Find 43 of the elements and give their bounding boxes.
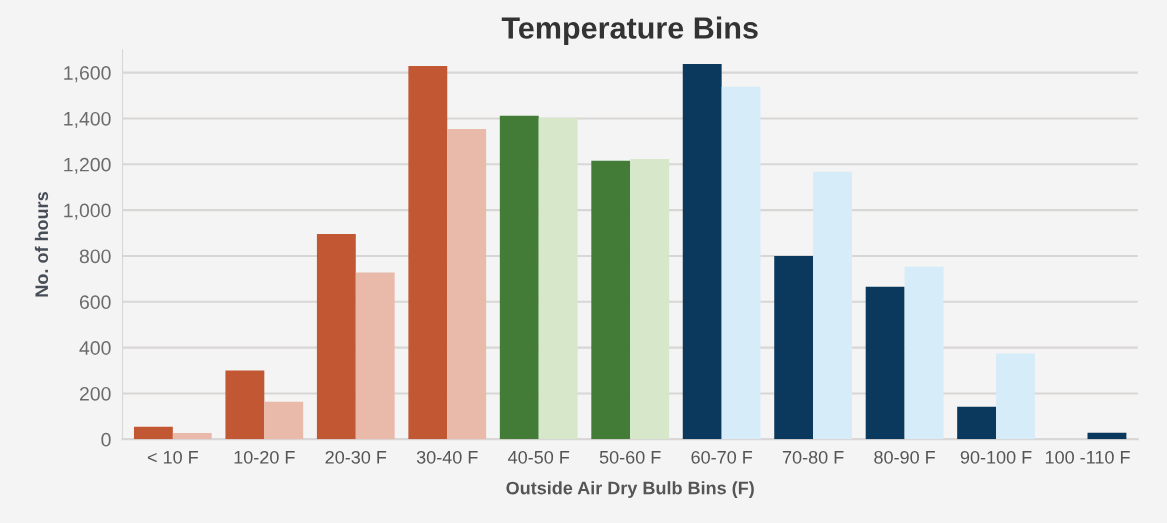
y-tick-label: 1,200 [64, 157, 111, 174]
chart-title: Temperature Bins [501, 16, 758, 45]
y-tick-label: 600 [79, 295, 111, 310]
y-tick-label: 200 [79, 386, 111, 401]
bar [630, 159, 670, 440]
bar [499, 115, 539, 440]
y-tick-label: 1,600 [64, 66, 111, 83]
x-tick-label: 50-60 F [599, 450, 661, 464]
x-tick-label: 100 -110 F [1045, 450, 1130, 464]
y-tick-label: 0 [101, 432, 111, 447]
bar [408, 65, 448, 440]
x-tick-label: 30-40 F [416, 450, 478, 464]
y-tick-label: 1,000 [64, 203, 111, 220]
y-tick-label: 800 [79, 249, 111, 264]
bar [538, 117, 578, 440]
x-tick-label: 80-90 F [874, 450, 935, 464]
bar [264, 401, 304, 440]
bar [133, 426, 173, 440]
y-axis-title: No. of hours [34, 192, 49, 297]
bar [957, 406, 997, 440]
bar [682, 63, 722, 440]
bar [721, 86, 761, 440]
x-tick-label: < 10 F [147, 450, 198, 464]
bar [904, 266, 944, 440]
x-tick-label: 70-80 F [782, 450, 844, 464]
bar [225, 370, 265, 440]
bar [316, 233, 356, 440]
x-axis-title: Outside Air Dry Bulb Bins (F) [506, 481, 754, 498]
bar [355, 272, 395, 440]
bar [172, 432, 212, 440]
x-tick-label: 40-50 F [508, 450, 570, 464]
bar [865, 286, 905, 440]
y-tick-label: 400 [79, 341, 111, 355]
bar [813, 171, 852, 440]
x-tick-label: 90-100 F [960, 450, 1032, 464]
bar [774, 255, 814, 440]
y-tick-label: 1,400 [64, 111, 111, 128]
x-tick-label: 60-70 F [691, 450, 753, 464]
x-tick-label: 20-30 F [325, 450, 387, 464]
x-tick-label: 10-20 F [234, 450, 295, 464]
bar [447, 128, 487, 440]
bar [996, 353, 1035, 440]
bar [591, 160, 631, 440]
